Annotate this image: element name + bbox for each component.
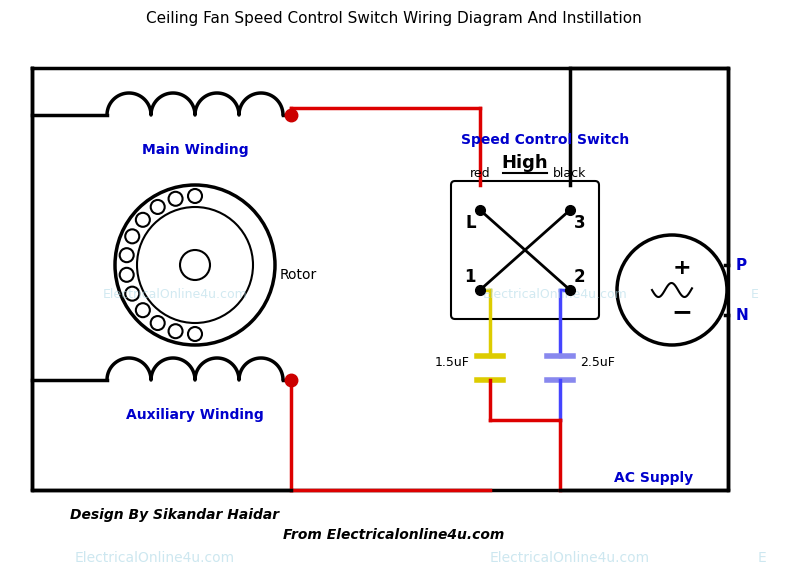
Text: +: + — [673, 258, 691, 278]
Text: Rotor: Rotor — [280, 268, 317, 282]
Text: P: P — [736, 257, 747, 272]
FancyBboxPatch shape — [451, 181, 599, 319]
Text: N: N — [736, 307, 749, 322]
Text: ElectricalOnline4u.com: ElectricalOnline4u.com — [490, 551, 650, 565]
Text: black: black — [553, 167, 587, 180]
Text: ElectricalOnline4u.com: ElectricalOnline4u.com — [103, 289, 248, 302]
Text: E: E — [757, 551, 766, 565]
Text: ElectricalOnline4u.com: ElectricalOnline4u.com — [75, 551, 235, 565]
Text: ElectricalOnline4u.com: ElectricalOnline4u.com — [483, 289, 627, 302]
Text: −: − — [671, 300, 693, 324]
Text: Main Winding: Main Winding — [142, 143, 249, 157]
Text: Speed Control Switch: Speed Control Switch — [461, 133, 629, 147]
Text: Design By Sikandar Haidar: Design By Sikandar Haidar — [70, 508, 279, 522]
Text: 3: 3 — [574, 214, 585, 232]
Text: 2.5uF: 2.5uF — [581, 356, 615, 368]
Text: L: L — [466, 214, 476, 232]
Text: From Electricalonline4u.com: From Electricalonline4u.com — [283, 528, 505, 542]
Text: red: red — [469, 167, 490, 180]
Text: 1: 1 — [465, 268, 476, 286]
Text: 1.5uF: 1.5uF — [435, 356, 469, 368]
Text: Auxiliary Winding: Auxiliary Winding — [126, 408, 264, 422]
Text: 2: 2 — [574, 268, 585, 286]
Text: E: E — [751, 289, 759, 302]
Text: Ceiling Fan Speed Control Switch Wiring Diagram And Instillation: Ceiling Fan Speed Control Switch Wiring … — [146, 10, 642, 26]
Text: AC Supply: AC Supply — [615, 471, 694, 485]
Text: High: High — [502, 154, 548, 172]
